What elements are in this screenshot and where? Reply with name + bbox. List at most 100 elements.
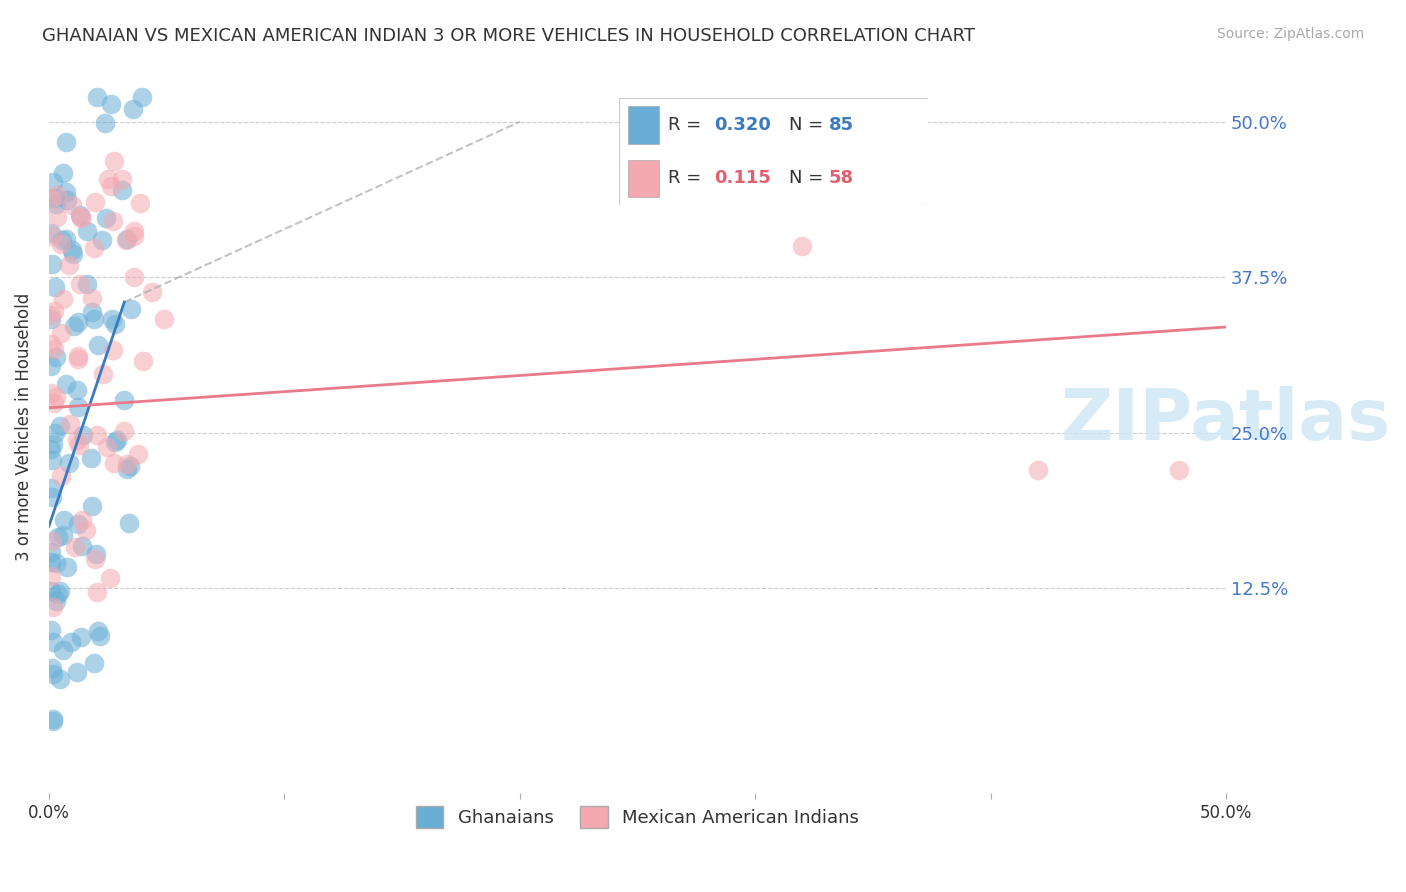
Point bbox=[55, 135, 77, 149]
Point bbox=[80, 450, 103, 465]
Point bbox=[42, 175, 65, 189]
Point bbox=[45, 188, 67, 202]
Point bbox=[105, 434, 128, 448]
Point bbox=[115, 462, 138, 476]
Point bbox=[69, 630, 91, 644]
Point bbox=[111, 171, 134, 186]
Point bbox=[103, 153, 125, 168]
Point bbox=[55, 376, 77, 391]
Point bbox=[70, 513, 93, 527]
Point bbox=[66, 384, 89, 398]
Point bbox=[120, 301, 142, 316]
Point bbox=[42, 712, 65, 726]
Point bbox=[45, 556, 67, 570]
Text: R =: R = bbox=[668, 169, 713, 187]
Text: N =: N = bbox=[789, 116, 828, 134]
Point bbox=[41, 555, 63, 569]
Bar bbox=[628, 106, 659, 144]
Point bbox=[62, 319, 84, 334]
Point bbox=[51, 233, 73, 247]
Point bbox=[52, 166, 75, 180]
Point bbox=[122, 102, 145, 116]
Point bbox=[41, 359, 63, 374]
Point bbox=[45, 594, 67, 608]
Point bbox=[55, 185, 77, 199]
Point bbox=[66, 665, 89, 680]
Text: 85: 85 bbox=[830, 116, 853, 134]
Point bbox=[98, 571, 121, 585]
Point bbox=[141, 285, 163, 300]
Point bbox=[41, 453, 63, 467]
Point bbox=[45, 390, 67, 404]
Point bbox=[41, 584, 63, 599]
Point bbox=[49, 583, 72, 598]
Point bbox=[115, 457, 138, 471]
Point bbox=[49, 236, 72, 251]
Point bbox=[49, 469, 72, 483]
Point bbox=[80, 291, 103, 305]
Point bbox=[1026, 463, 1049, 477]
Point bbox=[91, 367, 114, 381]
Point bbox=[41, 490, 63, 504]
Point bbox=[58, 258, 80, 272]
Point bbox=[66, 351, 89, 366]
Point bbox=[52, 292, 75, 306]
Point bbox=[69, 277, 91, 291]
Point bbox=[100, 97, 122, 112]
Point bbox=[66, 433, 89, 447]
Point bbox=[46, 211, 69, 225]
Point bbox=[104, 435, 127, 450]
Point bbox=[70, 211, 93, 225]
Point bbox=[42, 666, 65, 681]
Point bbox=[112, 424, 135, 438]
Point bbox=[41, 312, 63, 326]
Point bbox=[131, 90, 153, 104]
Point bbox=[44, 426, 66, 441]
Point bbox=[67, 349, 90, 363]
Point bbox=[62, 247, 84, 261]
Point bbox=[83, 656, 105, 670]
Point bbox=[44, 395, 66, 409]
Point bbox=[45, 350, 67, 364]
Point bbox=[115, 232, 138, 246]
Point bbox=[66, 315, 89, 329]
Point bbox=[76, 277, 98, 292]
Point bbox=[76, 224, 98, 238]
Point bbox=[49, 326, 72, 341]
Point bbox=[94, 116, 117, 130]
Point bbox=[127, 447, 149, 461]
Text: N =: N = bbox=[789, 169, 828, 187]
Point bbox=[103, 213, 125, 227]
Point bbox=[56, 559, 79, 574]
Point bbox=[59, 417, 82, 431]
Point bbox=[70, 211, 93, 225]
Bar bbox=[628, 160, 659, 197]
Point bbox=[111, 183, 134, 197]
Point bbox=[59, 635, 82, 649]
Point bbox=[52, 512, 75, 526]
Point bbox=[69, 438, 91, 452]
Text: R =: R = bbox=[668, 116, 707, 134]
Point bbox=[89, 629, 111, 643]
Text: 0.115: 0.115 bbox=[714, 169, 772, 187]
Point bbox=[65, 540, 87, 554]
Point bbox=[55, 232, 77, 246]
Point bbox=[120, 459, 142, 474]
Text: 0.320: 0.320 bbox=[714, 116, 772, 134]
Point bbox=[100, 178, 122, 193]
Text: 58: 58 bbox=[830, 169, 853, 187]
Point bbox=[153, 311, 176, 326]
Point bbox=[41, 257, 63, 271]
Point bbox=[792, 239, 814, 253]
Point bbox=[101, 311, 124, 326]
Text: Source: ZipAtlas.com: Source: ZipAtlas.com bbox=[1216, 27, 1364, 41]
Point bbox=[82, 499, 104, 513]
Point bbox=[41, 442, 63, 456]
Point bbox=[41, 192, 63, 206]
Point bbox=[41, 661, 63, 675]
Point bbox=[44, 280, 66, 294]
Point bbox=[44, 191, 66, 205]
Point bbox=[45, 197, 67, 211]
Point bbox=[86, 428, 108, 442]
Point bbox=[1167, 463, 1189, 477]
